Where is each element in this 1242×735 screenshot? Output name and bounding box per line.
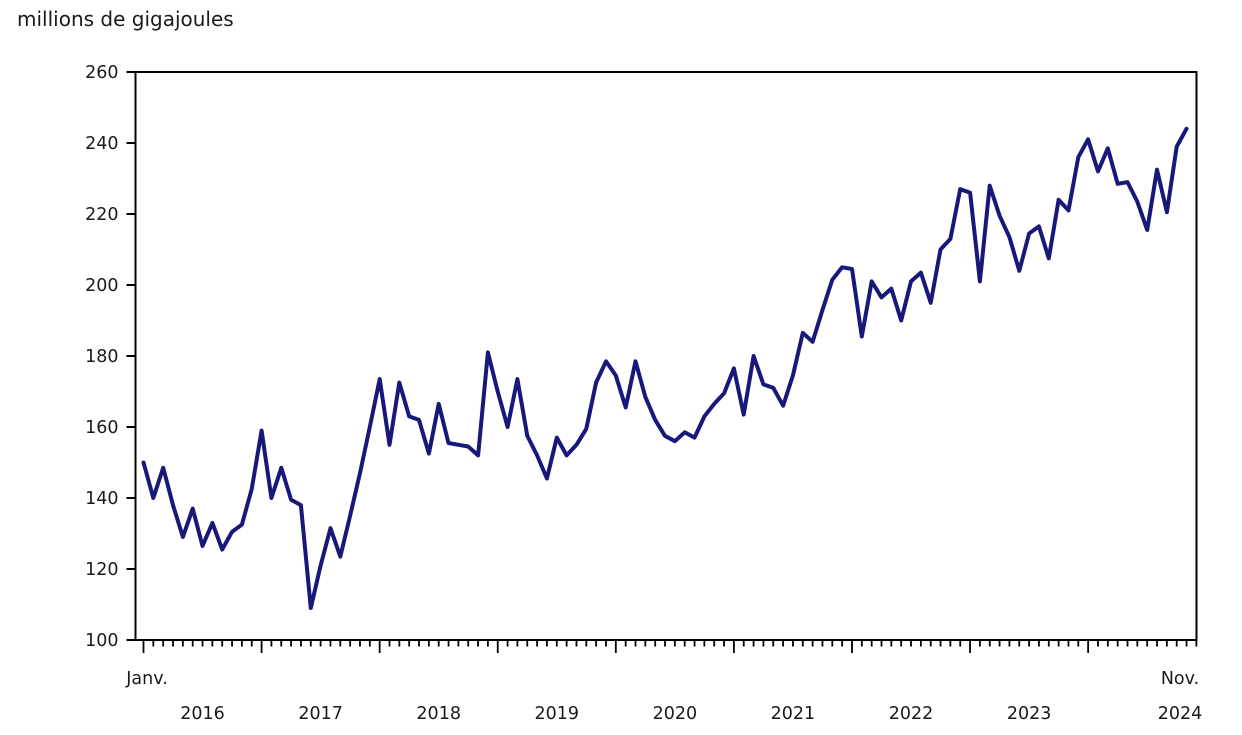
year-label: 2022 <box>889 704 934 724</box>
year-label: 2020 <box>653 704 698 724</box>
y-tick-label: 160 <box>85 418 118 438</box>
y-tick-label: 140 <box>85 489 118 509</box>
year-label: 2018 <box>416 704 461 724</box>
y-tick-label: 100 <box>85 631 118 651</box>
y-tick-label: 220 <box>85 205 118 225</box>
y-tick-label: 200 <box>85 276 118 296</box>
x-last-label: Nov. <box>1161 669 1199 689</box>
plot-border <box>134 71 1198 641</box>
series-line <box>141 126 1189 610</box>
x-first-label: Janv. <box>125 669 168 689</box>
y-tick-label: 240 <box>85 134 118 154</box>
data-line <box>141 126 1189 610</box>
chart-title: millions de gigajoules <box>17 7 234 31</box>
y-tick-label: 260 <box>85 63 118 83</box>
x-axis <box>142 640 1198 653</box>
y-axis: 100 120 140 160 180 200 220 240 260 <box>85 63 136 651</box>
year-label: 2024 <box>1158 704 1203 724</box>
x-axis-labels: Janv. Nov. 2016 2017 2018 2019 2020 2021 2022 202… <box>125 669 1202 724</box>
y-tick-label: 120 <box>85 560 118 580</box>
y-tick-label: 180 <box>85 347 118 367</box>
year-label: 2017 <box>298 704 343 724</box>
year-label: 2021 <box>771 704 816 724</box>
plot-frame <box>134 71 1198 641</box>
year-label: 2019 <box>535 704 580 724</box>
year-label: 2016 <box>180 704 225 724</box>
year-label: 2023 <box>1007 704 1052 724</box>
